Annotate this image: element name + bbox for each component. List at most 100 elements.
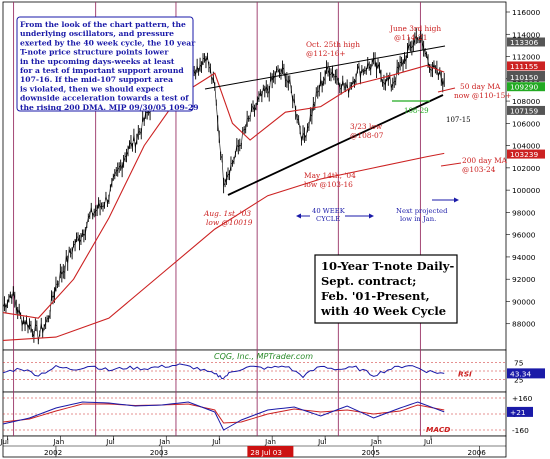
cycle-arrowhead-right bbox=[369, 213, 374, 219]
commentary-box bbox=[16, 16, 194, 112]
x-tick-label: Jul bbox=[105, 438, 115, 446]
ma50-line bbox=[2, 64, 445, 319]
x-tick-label: Jul bbox=[423, 438, 433, 446]
annotation-label: 200 day MA bbox=[462, 156, 508, 165]
title-line: 10-Year T-note Daily- bbox=[321, 259, 454, 273]
annotation-label: Oct. 25th high bbox=[306, 40, 360, 49]
price-tag bbox=[507, 37, 545, 47]
x-tick-label: Jan bbox=[264, 438, 276, 446]
rsi-level-label: 75 bbox=[514, 359, 524, 368]
annotation-label: May 14th, '04 bbox=[304, 171, 356, 180]
y-tick-label: 108000 bbox=[512, 97, 541, 106]
y-tick-label: 96000 bbox=[512, 231, 536, 240]
annotation-label: 3/23 low bbox=[350, 122, 383, 131]
chart-title: 10-Year T-note Daily- Sept. contract; Fe… bbox=[320, 259, 458, 318]
commentary-line: downside acceleration towards a test of bbox=[20, 94, 189, 103]
svg-text:Oct. 25th high@112-16+: Oct. 25th high @112-16+ bbox=[306, 40, 360, 58]
annotation-40-week: 40 WEEK CYCLE bbox=[296, 207, 374, 223]
y-tick-label: 102000 bbox=[512, 164, 541, 173]
date-highlight-badge bbox=[247, 446, 294, 457]
rsi-value-label: 43.34 bbox=[510, 369, 531, 378]
annotation-sub: @103-24 bbox=[462, 165, 496, 174]
commentary-line: 107-16. If the mid-107 support area bbox=[20, 75, 173, 84]
annotation-label: 40 WEEK bbox=[312, 207, 346, 215]
x-tick-label: Jul bbox=[317, 438, 327, 446]
year-label: 2006 bbox=[468, 448, 487, 457]
price-tags: 1133061111551102951101501092901071591032… bbox=[507, 37, 545, 159]
macd-value-label: +21 bbox=[510, 408, 526, 417]
title-box bbox=[314, 254, 458, 324]
annotation-aug-low: Aug. 1st, '03 low @10019 bbox=[203, 209, 253, 227]
svg-text:3/23 low@108-07: 3/23 low @108-07 bbox=[350, 122, 384, 140]
annotation-sub: @114-21 bbox=[394, 33, 427, 42]
annotation-june-high: June 3rd high @114-21 bbox=[389, 24, 441, 42]
price-tag-label: 113306 bbox=[510, 38, 539, 47]
rsi-panel bbox=[2, 349, 507, 393]
rsi-line bbox=[2, 363, 445, 380]
cycle-arrowhead-left bbox=[296, 213, 301, 219]
price-tag-label: 107159 bbox=[510, 106, 539, 115]
y-tick-label: 88000 bbox=[512, 320, 536, 329]
commentary-line: in the upcoming days-weeks at least bbox=[20, 57, 175, 66]
macd-level-label: +160 bbox=[512, 394, 533, 403]
y-tick-label: 112000 bbox=[512, 53, 541, 62]
title-line: Feb. '01-Present, bbox=[321, 289, 430, 303]
macd-value-tag bbox=[507, 406, 533, 417]
y-tick-label: 94000 bbox=[512, 253, 536, 262]
rsi-value-tag bbox=[507, 368, 545, 379]
x-tick-label: Jan bbox=[370, 438, 382, 446]
svg-text:200 day MA@103-24: 200 day MA @103-24 bbox=[462, 156, 508, 174]
y-tick-label: 98000 bbox=[512, 208, 536, 217]
annotation-sub: low @103-16 bbox=[304, 180, 353, 189]
commentary-line: the rising 200 DMA. MJP 09/30/05 109-29 bbox=[20, 103, 199, 112]
x-tick-label: Jan bbox=[158, 438, 170, 446]
annotation-march-low: 3/23 low @108-07 bbox=[350, 122, 384, 140]
commentary-line: is violated, then we should expect bbox=[20, 84, 164, 93]
y-tick-label: 100000 bbox=[512, 186, 541, 195]
annotation-50dma: 50 day MA now @110-15+ bbox=[437, 82, 511, 100]
annotation-sub: @112-16+ bbox=[306, 49, 346, 58]
price-tag bbox=[507, 82, 545, 92]
year-label: 2005 bbox=[362, 448, 380, 457]
macd-level-label: -160 bbox=[512, 426, 529, 435]
macd-name: MACD bbox=[426, 425, 450, 434]
y-tick-label: 92000 bbox=[512, 275, 536, 284]
y-tick-label: 90000 bbox=[512, 297, 536, 306]
ma200-line bbox=[2, 152, 445, 341]
title-line: Sept. contract; bbox=[321, 274, 416, 288]
channel-lower-line bbox=[227, 94, 444, 196]
price-line bbox=[2, 35, 445, 341]
macd-line bbox=[2, 401, 445, 431]
price-tag bbox=[507, 149, 545, 159]
arrow-50dma bbox=[437, 87, 456, 93]
price-tag-label: 103239 bbox=[510, 150, 539, 159]
svg-text:June 3rd high@114-21: June 3rd high @114-21 bbox=[389, 24, 441, 42]
rsi-level-label: 25 bbox=[514, 376, 524, 385]
x-axis: JulJanJulJanJulJanJulJanJul2002200320042… bbox=[0, 436, 486, 457]
y-tick-label: 104000 bbox=[512, 142, 541, 151]
annotation-107-15: 107-15 bbox=[446, 116, 471, 124]
title-line: with 40 Week Cycle bbox=[320, 304, 446, 318]
commentary-line: for a test of important support around bbox=[20, 66, 184, 75]
annotation-label: Next projected bbox=[396, 207, 448, 215]
commentary-line: underlying oscillators, and pressure bbox=[20, 29, 174, 38]
commentary-line: From the look of the chart pattern, the bbox=[20, 20, 186, 29]
price-tag-label: 109290 bbox=[510, 83, 539, 92]
year-label: 2003 bbox=[150, 448, 168, 457]
channel-upper-line bbox=[204, 45, 446, 90]
arrow-200dma bbox=[440, 162, 462, 167]
commentary-text: From the look of the chart pattern, the … bbox=[20, 20, 199, 112]
next-low-arrowhead bbox=[454, 197, 459, 203]
x-tick-label: Jul bbox=[0, 438, 9, 446]
macd-panel bbox=[2, 391, 507, 437]
annotation-sub: CYCLE bbox=[316, 215, 340, 223]
commentary-line: exerted by the 40 week cycle, the 10 yea… bbox=[20, 38, 196, 47]
watermark: CQG, Inc., MPTrader.com bbox=[214, 352, 313, 361]
annotation-may-low: May 14th, '04 low @103-16 bbox=[304, 171, 356, 189]
